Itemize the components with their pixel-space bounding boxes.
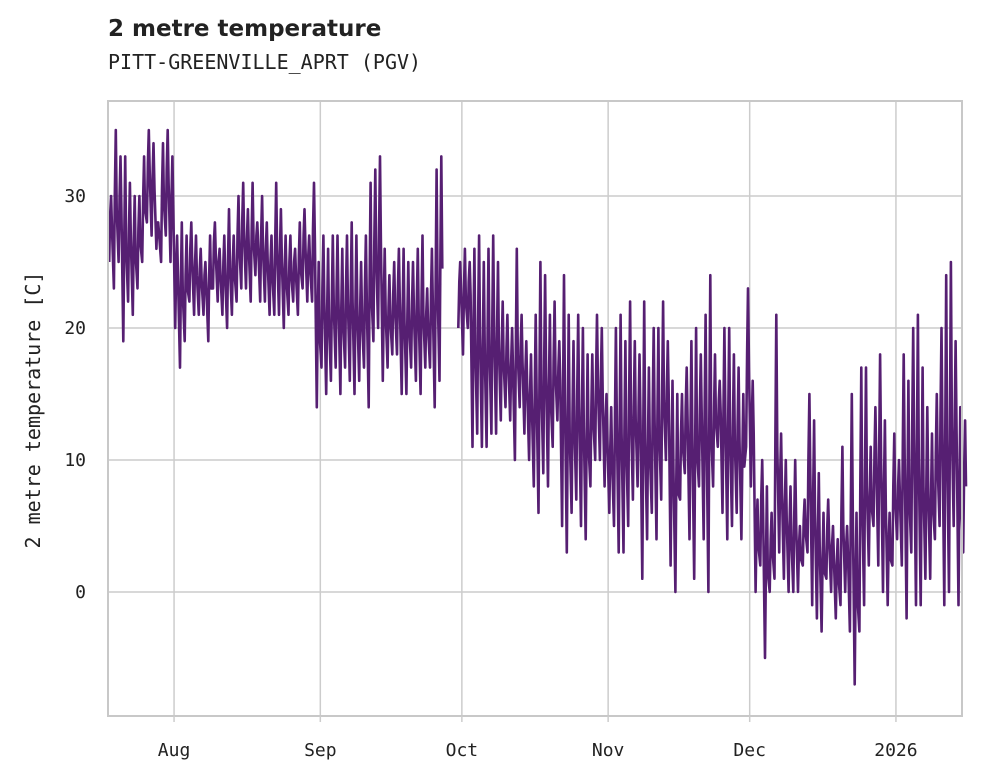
chart-subtitle: PITT-GREENVILLE_APRT (PGV) [108,50,422,74]
x-tick-label: Oct [446,740,479,761]
plot-frame [107,100,963,717]
y-axis-label: 2 metre temperature [C] [21,272,45,549]
x-tick-label: Nov [592,740,625,761]
x-tick-label: Sep [304,740,337,761]
y-tick-label: 0 [75,582,86,603]
y-tick-label: 10 [64,450,86,471]
chart-title: 2 metre temperature [108,16,382,42]
y-tick-label: 20 [64,318,86,339]
temperature-series-line [457,234,968,686]
y-tick-label: 30 [64,186,86,207]
x-tick-label: Aug [158,740,191,761]
x-tick-label: Dec [733,740,766,761]
x-tick-label: 2026 [874,740,917,761]
temperature-series-line [107,128,444,409]
